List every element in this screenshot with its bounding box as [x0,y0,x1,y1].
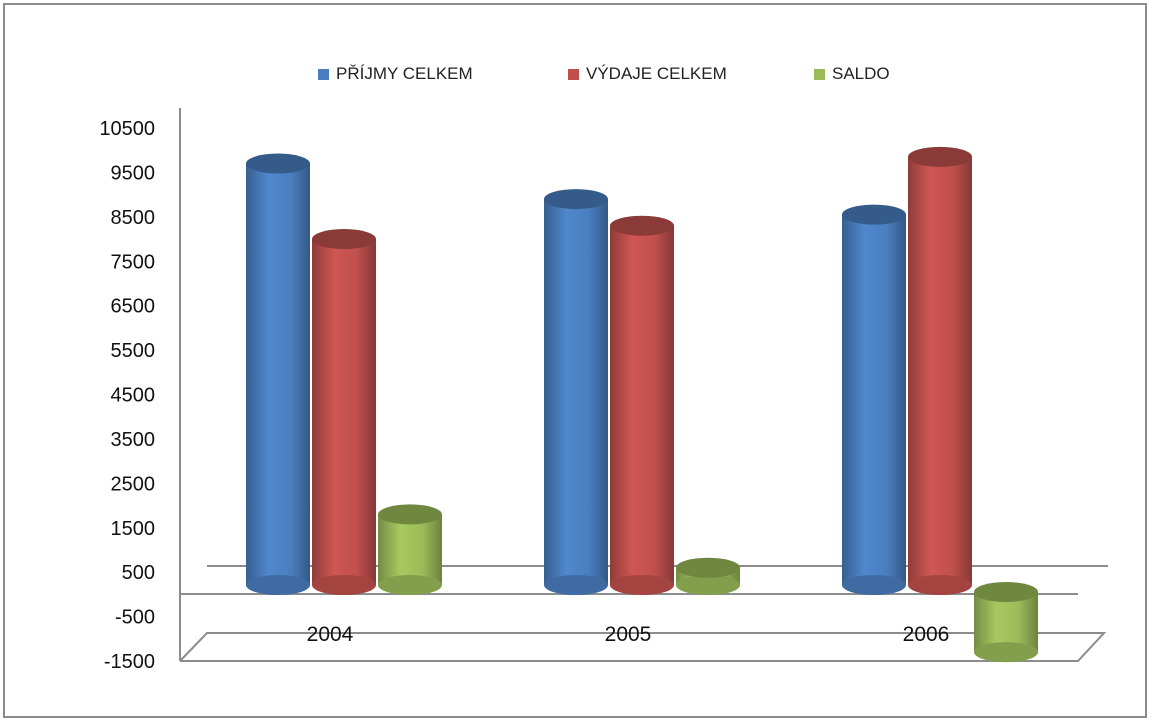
legend-label-prijmy: PŘÍJMY CELKEM [336,64,473,83]
legend-label-vydaje: VÝDAJE CELKEM [586,64,727,83]
y-tick-label: 10500 [99,118,155,140]
y-tick-label: 5500 [111,340,156,362]
bar-2004-0 [246,153,310,595]
legend-item-vydaje: VÝDAJE CELKEM [568,64,727,84]
x-category-label: 2005 [605,623,652,646]
y-tick-label: 6500 [111,296,156,318]
legend-swatch-vydaje [568,68,579,80]
bar-2004-2 [378,504,442,595]
legend-swatch-saldo [814,68,825,80]
bar-2005-2 [676,557,740,595]
y-tick-label: 1500 [111,518,156,540]
bar-2005-1 [610,215,674,595]
x-category-label: 2006 [903,623,950,646]
y-tick-label: 4500 [111,385,156,407]
bar-2005-0 [544,189,608,595]
y-tick-label: -500 [115,607,155,629]
legend-item-saldo: SALDO [814,64,890,84]
bar-2006-0 [842,204,906,595]
legend-label-saldo: SALDO [832,64,890,83]
legend-swatch-prijmy [318,68,329,80]
y-tick-label: 9500 [111,162,156,184]
y-tick-label: 3500 [111,429,156,451]
y-tick-label: 2500 [111,473,156,495]
bar-2006-2 [974,582,1038,663]
bar-2006-1 [908,146,972,595]
y-tick-label: -1500 [104,651,155,673]
y-tick-label: 8500 [111,207,156,229]
floor-plane [179,632,1107,662]
x-category-label: 2004 [307,623,354,646]
bar-2004-1 [312,229,376,595]
y-tick-label: 7500 [111,251,156,273]
legend-item-prijmy: PŘÍJMY CELKEM [318,64,473,84]
legend: PŘÍJMY CELKEM VÝDAJE CELKEM SALDO [0,64,1156,88]
y-tick-label: 500 [122,562,155,584]
